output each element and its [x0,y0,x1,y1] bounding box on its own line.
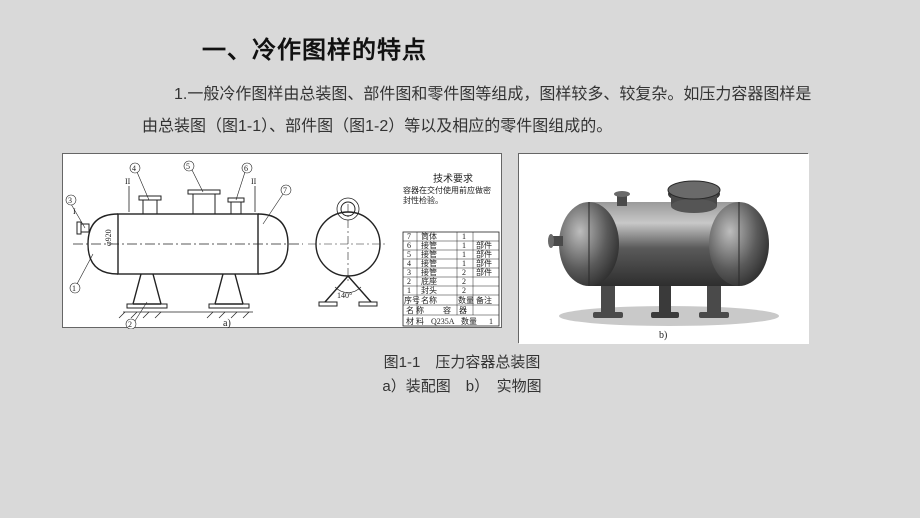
svg-text:7: 7 [283,186,287,195]
svg-text:数量: 数量 [458,295,474,305]
caption-line-1: 图1-1 压力容器总装图 [384,354,541,371]
body-paragraph: 1.一般冷作图样由总装图、部件图和零件图等组成，图样较多、较复杂。如压力容器图样… [142,79,812,143]
svg-text:筒体: 筒体 [421,231,437,241]
svg-text:1: 1 [72,284,76,293]
svg-text:7: 7 [407,232,411,241]
dim-diameter: φ920 [104,229,113,246]
vessel-photo-svg: b) [519,154,809,344]
dim-angle: 140° [337,291,352,300]
svg-text:接管: 接管 [421,267,437,277]
subfig-a-label: a) [223,318,231,329]
svg-text:3: 3 [407,268,411,277]
figure-a-panel: φ920 II II I 1 2 3 [62,153,502,328]
svg-text:6: 6 [244,164,248,173]
balloons: 1 2 3 4 5 6 [66,161,291,329]
caption-line-2: a）装配图 b） 实物图 [72,375,852,399]
svg-text:4: 4 [407,259,411,268]
svg-text:名称: 名称 [421,295,437,305]
svg-text:封头: 封头 [421,285,437,295]
svg-text:名 称: 名 称 [406,305,424,315]
svg-text:5: 5 [407,250,411,259]
svg-text:1: 1 [462,232,466,241]
svg-text:2: 2 [462,277,466,286]
svg-text:1: 1 [462,259,466,268]
bom-table: 7 筒体 1 6 接管 1 部件 5 接管 1 部件 4 接管 1 部件 3 [403,231,499,326]
svg-text:接管: 接管 [421,240,437,250]
figure-b-panel: b) [518,153,808,343]
svg-text:部件: 部件 [476,249,492,259]
svg-text:部件: 部件 [476,267,492,277]
figure-row: φ920 II II I 1 2 3 [62,153,852,343]
svg-text:Q235A: Q235A [431,317,455,326]
svg-text:材 料: 材 料 [406,316,424,326]
svg-text:4: 4 [132,164,136,173]
svg-text:容 器: 容 器 [443,305,467,315]
section-mark-right: II [251,177,257,186]
assembly-drawing-svg: φ920 II II I 1 2 3 [63,154,503,329]
svg-text:部件: 部件 [476,258,492,268]
svg-text:部件: 部件 [476,240,492,250]
svg-text:2: 2 [462,268,466,277]
svg-text:数量: 数量 [461,316,477,326]
svg-text:1: 1 [407,286,411,295]
section-heading: 一、冷作图样的特点 [202,30,852,65]
subfig-b-label: b) [659,330,667,341]
tech-req-body: 容器在交付使用前应做密封性检验。 [403,186,498,207]
svg-text:底座: 底座 [421,276,437,286]
svg-text:6: 6 [407,241,411,250]
svg-text:3: 3 [68,196,72,205]
svg-text:2: 2 [462,286,466,295]
side-view: 140° [308,198,388,306]
svg-text:1: 1 [462,241,466,250]
svg-text:2: 2 [128,320,132,329]
svg-text:接管: 接管 [421,249,437,259]
svg-text:序号: 序号 [404,295,420,305]
svg-text:2: 2 [407,277,411,286]
svg-text:5: 5 [186,162,190,171]
svg-text:接管: 接管 [421,258,437,268]
tech-req-title: 技术要求 [433,172,473,185]
section-mark-left: II [125,177,131,186]
svg-text:备注: 备注 [476,295,492,305]
svg-text:1: 1 [462,250,466,259]
svg-text:1: 1 [489,317,493,326]
figure-caption: 图1-1 压力容器总装图 a）装配图 b） 实物图 [72,351,852,399]
